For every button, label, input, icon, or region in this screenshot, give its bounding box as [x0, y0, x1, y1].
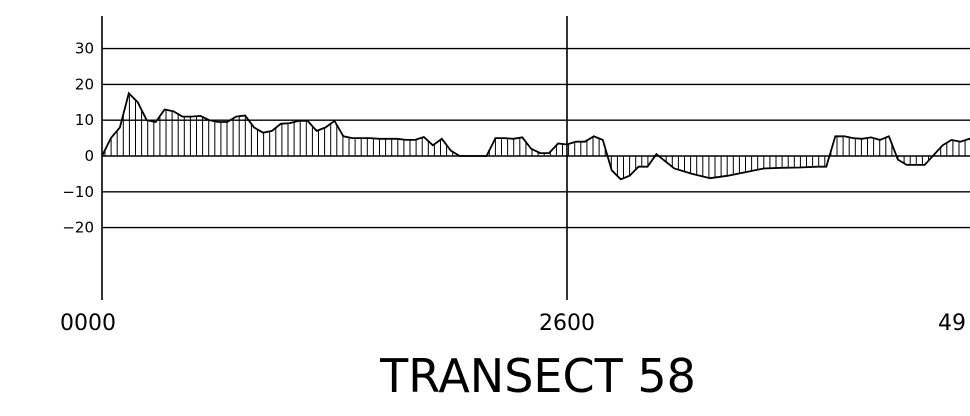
- grid-lines: [102, 47, 970, 229]
- x-tick-labels: 0000 2600 49: [60, 311, 966, 336]
- y-tick-label: −10: [62, 183, 94, 201]
- axes: [101, 16, 568, 300]
- x-tick-label: 2600: [539, 311, 595, 336]
- y-tick-label: 10: [75, 111, 94, 129]
- y-tick-labels: 30 20 10 0 −10 −20: [62, 40, 94, 237]
- hatch-bars: [104, 93, 966, 179]
- x-tick-label: 49: [938, 311, 966, 336]
- chart-title: TRANSECT 58: [379, 349, 696, 403]
- series-line: [101, 91, 970, 181]
- y-tick-label: 0: [84, 147, 94, 165]
- y-tick-label: −20: [62, 219, 94, 237]
- x-tick-label: 0000: [60, 311, 116, 336]
- y-tick-label: 20: [75, 75, 94, 93]
- y-tick-label: 30: [75, 40, 94, 58]
